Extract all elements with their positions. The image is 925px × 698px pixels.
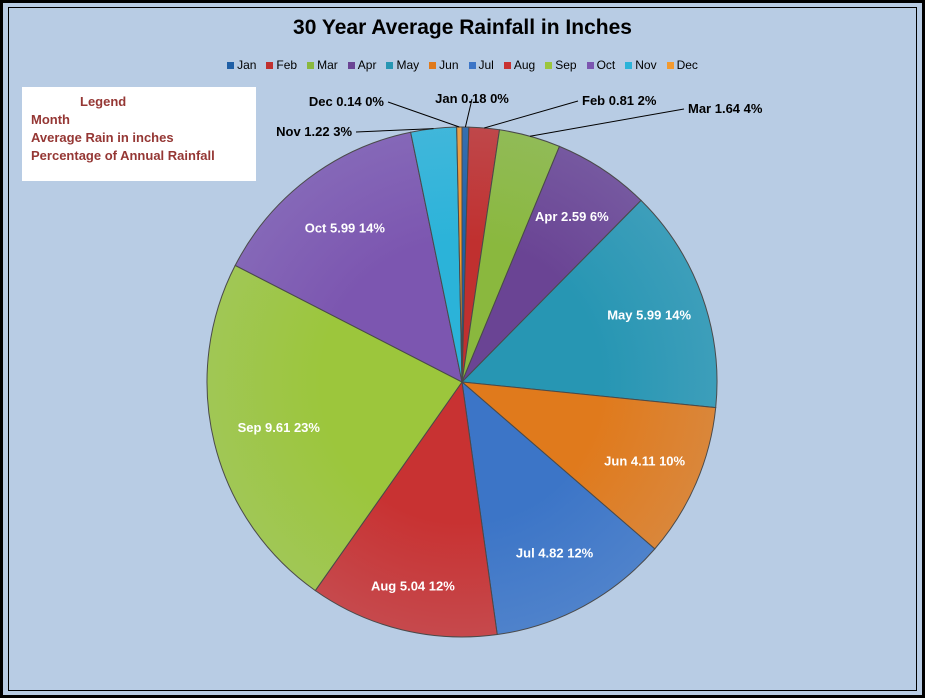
legend-item-feb: Feb — [266, 58, 297, 72]
legend-swatch-jan — [227, 61, 235, 69]
pie-slice-sep — [206, 264, 463, 592]
data-label-feb: Feb 0.81 2% — [582, 93, 657, 108]
legend-swatch-jul — [468, 61, 476, 69]
legend-item-may: May — [386, 58, 419, 72]
legend-label-feb: Feb — [276, 58, 298, 72]
legend-label-sep: Sep — [555, 58, 577, 72]
chart-title: 30 Year Average Rainfall in Inches — [293, 16, 632, 39]
info-box-line-percent: Percentage of Annual Rainfall — [31, 148, 215, 163]
legend-info-box: Legend Month Average Rain in inches Perc… — [22, 87, 256, 181]
legend-swatch-nov — [625, 61, 633, 69]
data-label-jan: Jan 0.18 0% — [435, 91, 509, 106]
legend-label-jul: Jul — [478, 58, 494, 72]
data-label-mar: Mar 1.64 4% — [688, 101, 763, 116]
legend-swatch-jun — [429, 61, 437, 69]
legend-label-nov: Nov — [635, 58, 657, 72]
data-label-jul: Jul 4.82 12% — [516, 545, 594, 560]
legend-label-dec: Dec — [676, 58, 698, 72]
data-label-sep: Sep 9.61 23% — [238, 420, 321, 435]
chart-legend: Jan Feb Mar Apr May Jun Jul Aug Sep Oct Nov Dec — [0, 58, 925, 72]
info-box-line-month: Month — [31, 112, 70, 127]
leader-line-nov — [355, 128, 434, 133]
legend-swatch-feb — [266, 61, 274, 69]
data-label-nov: Nov 1.22 3% — [276, 124, 352, 139]
legend-item-sep: Sep — [545, 58, 577, 72]
legend-label-mar: Mar — [317, 58, 338, 72]
pie-slice-jun — [460, 381, 717, 550]
info-box-title: Legend — [80, 94, 127, 109]
data-label-oct: Oct 5.99 14% — [305, 221, 386, 236]
chart-inner-border — [8, 7, 917, 691]
data-label-apr: Apr 2.59 6% — [535, 209, 609, 224]
data-label-dec: Dec 0.14 0% — [309, 94, 385, 109]
leader-line-mar — [529, 108, 685, 137]
legend-swatch-oct — [586, 61, 594, 69]
legend-swatch-aug — [503, 61, 511, 69]
leader-line-jan — [464, 98, 473, 128]
legend-swatch-may — [386, 61, 394, 69]
info-box-line-rain: Average Rain in inches — [31, 130, 174, 145]
legend-label-oct: Oct — [596, 58, 616, 72]
leader-line-dec — [387, 101, 460, 128]
pie-slice-jul — [461, 380, 656, 636]
legend-label-jan: Jan — [237, 58, 257, 72]
legend-item-jun: Jun — [429, 58, 459, 72]
legend-swatch-apr — [347, 61, 355, 69]
legend-item-oct: Oct — [586, 58, 616, 72]
legend-label-aug: Aug — [513, 58, 536, 72]
data-label-aug: Aug 5.04 12% — [371, 578, 455, 593]
legend-swatch-mar — [307, 61, 315, 69]
legend-item-jul: Jul — [468, 58, 494, 72]
legend-item-apr: Apr — [347, 58, 377, 72]
legend-label-may: May — [396, 58, 420, 72]
legend-label-apr: Apr — [357, 58, 377, 72]
leader-line-feb — [484, 100, 579, 129]
data-label-jun: Jun 4.11 10% — [604, 454, 685, 469]
legend-swatch-sep — [545, 61, 553, 69]
pie-slice-oct — [234, 131, 463, 383]
legend-item-dec: Dec — [666, 58, 698, 72]
legend-item-mar: Mar — [307, 58, 338, 72]
pie-slice-may — [460, 199, 718, 409]
data-label-may: May 5.99 14% — [607, 308, 691, 323]
legend-item-aug: Aug — [503, 58, 536, 72]
pie-slice-aug — [314, 380, 498, 638]
legend-item-jan: Jan — [227, 58, 256, 72]
legend-label-jun: Jun — [439, 58, 459, 72]
legend-swatch-dec — [666, 61, 674, 69]
legend-item-nov: Nov — [625, 58, 657, 72]
